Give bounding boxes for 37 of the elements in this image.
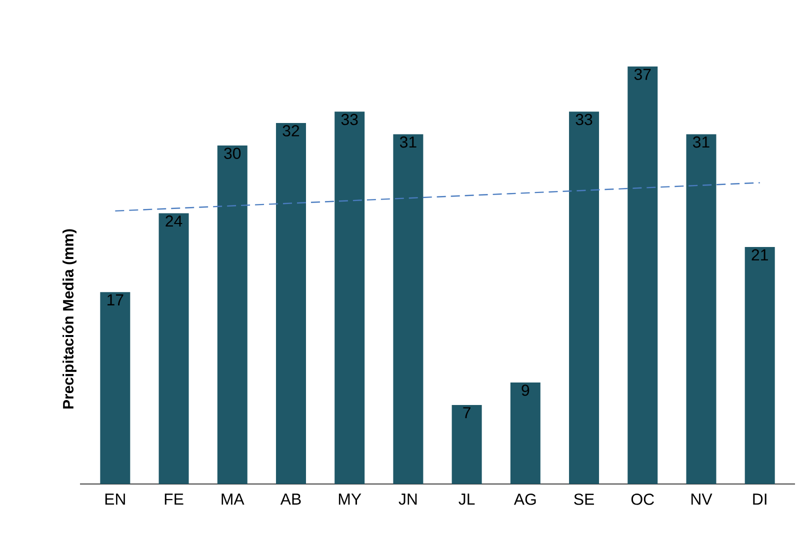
bar: [569, 112, 600, 484]
y-axis-title: Precipitación Media (mm): [62, 229, 76, 409]
x-tick-label: FE: [164, 494, 184, 505]
bar: [628, 66, 658, 484]
data-label: 31: [692, 136, 710, 148]
bar: [452, 405, 482, 484]
data-label: 32: [282, 125, 300, 136]
bar: [276, 122, 306, 484]
x-tick-label: MY: [338, 494, 362, 505]
data-label: 37: [634, 68, 651, 80]
x-tick-label: JN: [398, 494, 417, 505]
data-label: 17: [108, 294, 124, 306]
bar: [158, 213, 189, 484]
x-tick-label: JL: [458, 494, 475, 505]
bar: [334, 112, 365, 484]
bar: [510, 382, 540, 484]
bar: [686, 134, 716, 484]
bar: [393, 134, 424, 484]
data-label: 24: [166, 215, 182, 227]
bar: [100, 292, 130, 484]
x-tick-label: NV: [691, 494, 712, 505]
data-label: 33: [341, 114, 358, 126]
data-label: 21: [752, 249, 768, 260]
x-tick-label: SE: [574, 494, 594, 505]
data-label: 33: [576, 114, 592, 126]
bar: [744, 247, 775, 484]
x-tick-label: DI: [753, 494, 766, 505]
data-label: 9: [522, 384, 530, 396]
x-tick-label: EN: [105, 494, 125, 505]
x-tick-label: AB: [280, 494, 301, 505]
x-tick-label: OC: [631, 494, 654, 505]
data-label: 30: [224, 148, 241, 159]
x-tick-label: MA: [222, 494, 244, 505]
data-label: 7: [463, 407, 470, 418]
bar: [217, 146, 248, 484]
data-label: 31: [400, 136, 416, 148]
x-tick-label: AG: [514, 494, 536, 505]
